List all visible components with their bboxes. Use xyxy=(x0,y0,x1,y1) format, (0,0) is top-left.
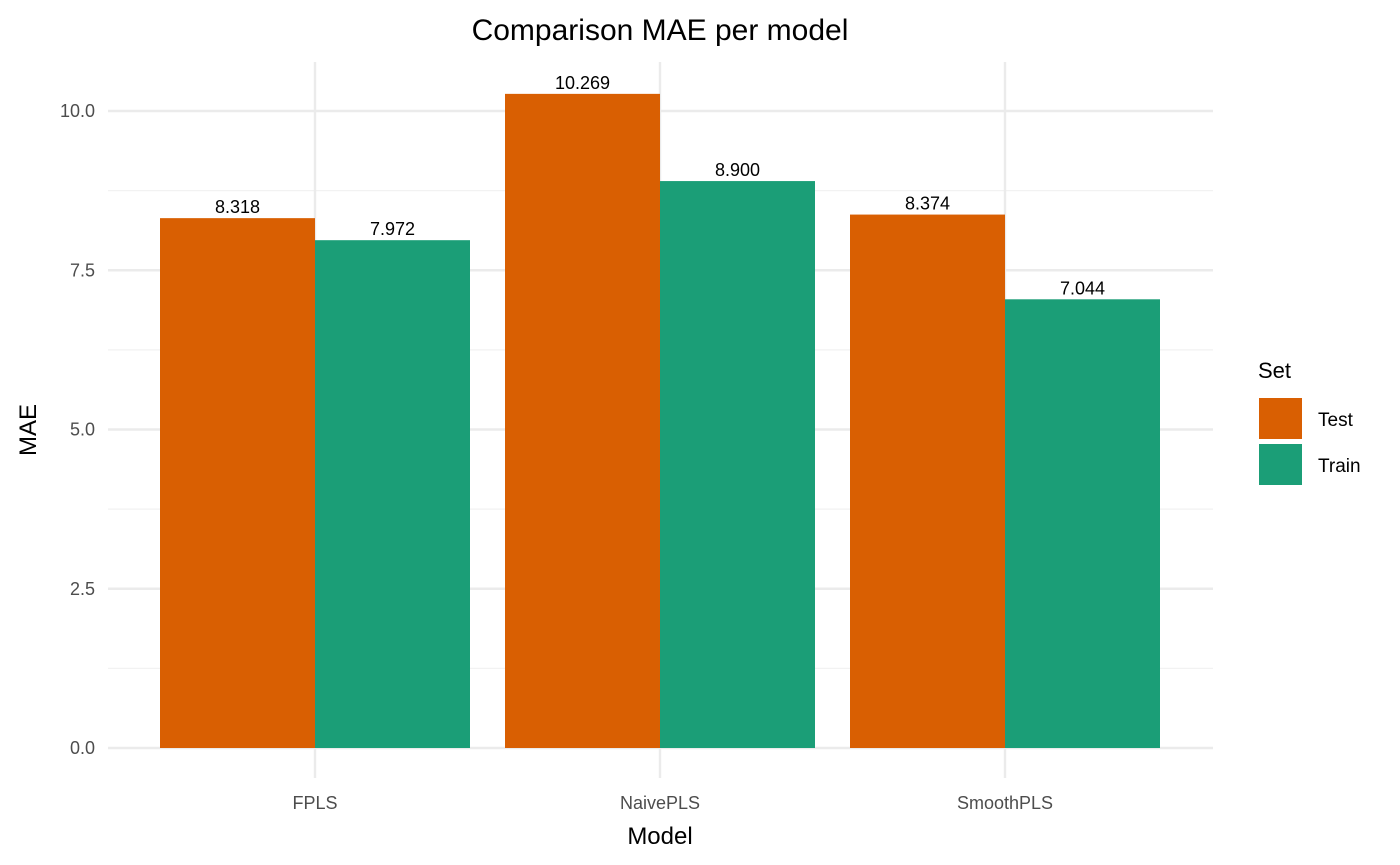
chart-title: Comparison MAE per model xyxy=(472,14,849,47)
bars xyxy=(160,93,1160,749)
y-tick-label: 7.5 xyxy=(70,260,95,280)
data-label: 8.318 xyxy=(215,197,260,217)
bar-train-fpls xyxy=(315,240,470,748)
data-label: 8.374 xyxy=(905,194,950,214)
x-axis-ticks: FPLS NaivePLS SmoothPLS xyxy=(292,793,1053,813)
data-label: 8.900 xyxy=(715,160,760,180)
x-tick-label: FPLS xyxy=(292,793,337,813)
bar-train-smoothpls xyxy=(1005,299,1160,748)
y-axis-label: MAE xyxy=(15,404,42,456)
bar-test-naivepls xyxy=(505,93,660,749)
legend-title: Set xyxy=(1258,358,1291,383)
data-label: 7.044 xyxy=(1060,278,1105,298)
bar-test-fpls xyxy=(160,218,315,748)
data-label: 7.972 xyxy=(370,219,415,239)
data-label: 10.269 xyxy=(555,73,610,93)
legend-key-train xyxy=(1259,444,1302,485)
legend-label: Train xyxy=(1318,456,1361,477)
y-tick-label: 2.5 xyxy=(70,579,95,599)
bar-train-naivepls xyxy=(660,181,815,748)
legend-key-test xyxy=(1259,398,1302,439)
x-tick-label: NaivePLS xyxy=(620,793,700,813)
y-tick-label: 5.0 xyxy=(70,420,95,440)
y-tick-label: 10.0 xyxy=(60,101,95,121)
legend-label: Test xyxy=(1318,410,1354,431)
legend: Set Test Train xyxy=(1258,358,1361,485)
x-tick-label: SmoothPLS xyxy=(957,793,1053,813)
y-tick-label: 0.0 xyxy=(70,738,95,758)
bar-test-smoothpls xyxy=(850,214,1005,749)
data-labels: 8.318 10.269 8.374 7.972 8.900 7.044 xyxy=(215,73,1105,298)
x-axis-label: Model xyxy=(627,823,692,850)
y-axis-ticks: 0.0 2.5 5.0 7.5 10.0 xyxy=(60,101,95,758)
